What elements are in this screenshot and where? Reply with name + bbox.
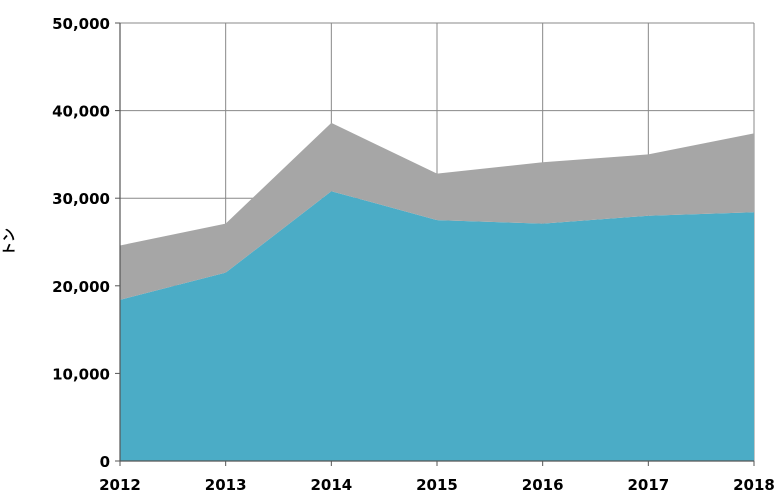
y-tick-label: 50,000 xyxy=(52,15,110,33)
x-tick-label: 2017 xyxy=(627,476,669,493)
series-area-2 xyxy=(120,122,754,300)
axes xyxy=(115,22,755,466)
y-tick-label: 30,000 xyxy=(52,190,110,208)
y-tick-labels: 0 10,000 20,000 30,000 40,000 50,000 xyxy=(52,15,110,471)
y-tick-label: 10,000 xyxy=(52,365,110,383)
x-tick-label: 2013 xyxy=(205,476,247,493)
x-tick-label: 2018 xyxy=(733,476,775,493)
y-tick-label: 20,000 xyxy=(52,278,110,296)
y-tick-label: 40,000 xyxy=(52,103,110,121)
y-tick-label: 0 xyxy=(100,453,110,471)
x-tick-labels: 2012 2013 2014 2015 2016 2017 2018 xyxy=(99,476,775,493)
y-axis-label: トン xyxy=(2,228,18,256)
x-tick-label: 2012 xyxy=(99,476,141,493)
x-tick-label: 2014 xyxy=(310,476,352,493)
series-areas xyxy=(120,122,754,461)
x-tick-label: 2016 xyxy=(522,476,564,493)
x-tick-label: 2015 xyxy=(416,476,458,493)
series-area-1 xyxy=(120,191,754,461)
